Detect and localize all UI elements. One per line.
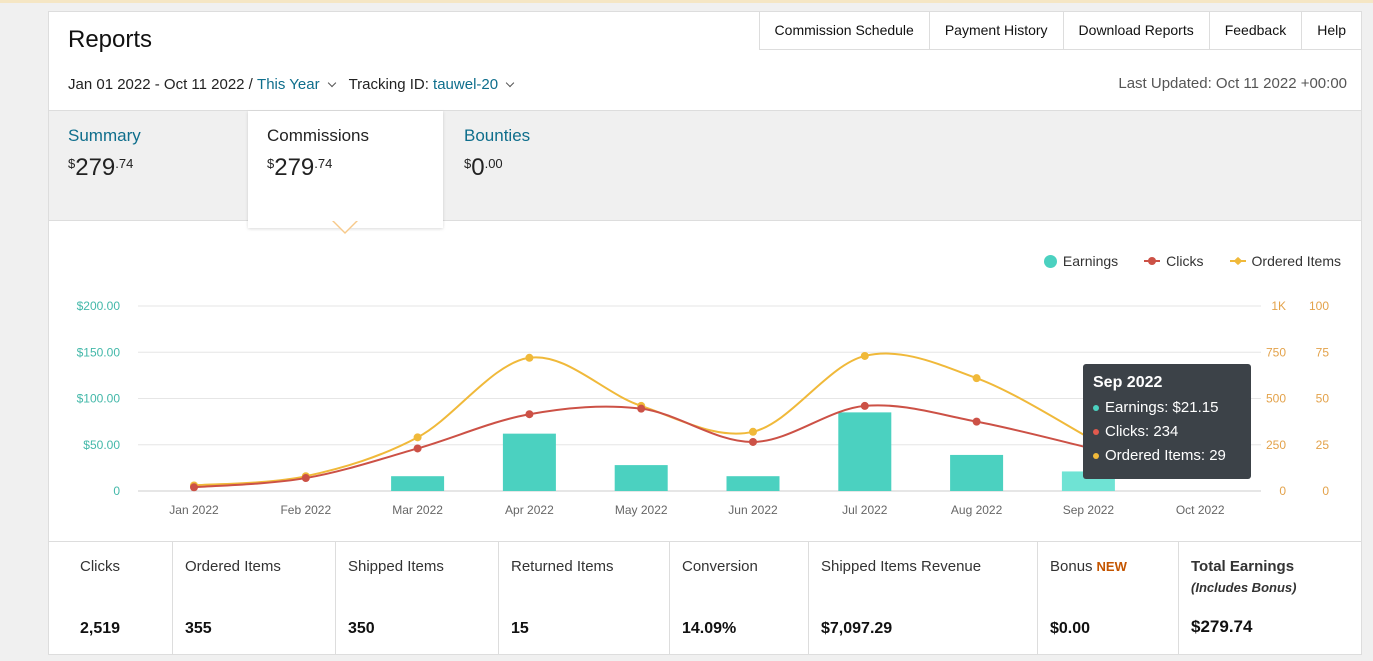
earnings-chart[interactable]: $200.00 1K 100 $150.00 750 75 $100.00 500 50 $50.…: [49, 221, 1361, 541]
ordered-items-point: [860, 351, 869, 360]
x-tick-label: Oct 2022: [1176, 503, 1225, 517]
y-right-ordered-tick-label: 100: [1309, 299, 1329, 313]
reports-panel: Reports Commission Schedule Payment Hist…: [48, 11, 1362, 655]
period-dropdown[interactable]: This Year: [257, 76, 320, 93]
tracking-id-label: Tracking ID:: [348, 76, 429, 93]
earnings-bar: [391, 476, 445, 491]
stat-returned-items: Returned Items 15: [498, 542, 669, 655]
x-tick-label: Jan 2022: [169, 503, 219, 517]
x-tick-label: Jun 2022: [728, 503, 778, 517]
feedback-button[interactable]: Feedback: [1208, 12, 1302, 49]
stat-total-earnings: Total Earnings (Includes Bonus) $279.74: [1178, 542, 1361, 655]
y-right-ordered-tick-label: 50: [1316, 392, 1330, 406]
x-tick-label: May 2022: [615, 503, 668, 517]
y-right-clicks-tick-label: 1K: [1271, 299, 1286, 313]
earnings-bar: [838, 412, 892, 491]
new-badge: NEW: [1096, 559, 1127, 574]
stat-ordered-items: Ordered Items 355: [172, 542, 335, 655]
stat-bonus: Bonus NEW $0.00: [1037, 542, 1178, 655]
y-right-clicks-tick-label: 500: [1266, 392, 1286, 406]
x-tick-label: Mar 2022: [392, 503, 443, 517]
stat-shipped-items-revenue: Shipped Items Revenue $7,097.29: [808, 542, 1037, 655]
commission-schedule-button[interactable]: Commission Schedule: [759, 12, 929, 49]
tooltip-ordered-items: Ordered Items: 29: [1093, 444, 1241, 468]
top-border: [0, 0, 1373, 3]
stat-conversion: Conversion 14.09%: [669, 542, 808, 655]
y-right-ordered-tick-label: 0: [1322, 484, 1329, 498]
y-left-tick-label: $50.00: [83, 438, 120, 452]
legend-ordered-items[interactable]: Ordered Items: [1229, 253, 1341, 269]
earnings-bar: [950, 454, 1004, 491]
clicks-point: [749, 437, 757, 446]
tab-bounties[interactable]: Bounties $0.00: [445, 111, 625, 222]
x-tick-label: Sep 2022: [1063, 503, 1115, 517]
clicks-point: [413, 444, 422, 453]
tracking-id-dropdown[interactable]: tauwel-20: [433, 76, 499, 93]
page-title: Reports: [68, 26, 153, 53]
tab-summary-amount: $279.74: [68, 154, 134, 181]
line-marker-icon: [1144, 257, 1161, 265]
line-diamond-marker-icon: [1229, 260, 1246, 262]
y-right-clicks-tick-label: 250: [1266, 438, 1286, 452]
payment-history-button[interactable]: Payment History: [928, 12, 1063, 49]
y-left-tick-label: $100.00: [77, 392, 121, 406]
chevron-down-icon[interactable]: [505, 78, 515, 87]
ordered-items-point: [413, 433, 422, 442]
stat-shipped-items: Shipped Items 350: [335, 542, 498, 655]
tab-summary-label: Summary: [68, 126, 141, 145]
earnings-bar: [502, 433, 556, 491]
tooltip-earnings: Earnings: $21.15: [1093, 396, 1241, 420]
tab-commissions-label: Commissions: [267, 126, 370, 145]
earnings-bar: [726, 476, 780, 491]
tab-commissions-amount: $279.74: [267, 154, 333, 181]
x-tick-label: Jul 2022: [842, 503, 888, 517]
tooltip-clicks: Clicks: 234: [1093, 420, 1241, 444]
download-reports-button[interactable]: Download Reports: [1062, 12, 1209, 49]
y-left-tick-label: 0: [113, 484, 120, 498]
filter-bar: Jan 01 2022 - Oct 11 2022 / This Year Tr…: [68, 76, 527, 93]
clicks-point: [637, 404, 646, 413]
chart-legend: Earnings Clicks Ordered Items: [1043, 253, 1341, 269]
chart-tooltip: Sep 2022 Earnings: $21.15 Clicks: 234 Or…: [1083, 364, 1251, 479]
clicks-point: [190, 483, 198, 492]
tab-bounties-label: Bounties: [464, 126, 531, 145]
stat-clicks: Clicks 2,519: [80, 558, 121, 637]
tab-commissions[interactable]: Commissions $279.74: [248, 111, 443, 228]
x-tick-label: Feb 2022: [280, 503, 331, 517]
y-right-clicks-tick-label: 0: [1279, 484, 1286, 498]
x-tick-label: Aug 2022: [951, 503, 1003, 517]
ordered-items-point: [525, 353, 534, 362]
last-updated-text: Last Updated: Oct 11 2022 +00:00: [1118, 75, 1347, 92]
circle-icon: [1043, 254, 1057, 268]
y-right-clicks-tick-label: 750: [1266, 345, 1286, 359]
tab-summary[interactable]: Summary $279.74: [49, 111, 248, 222]
ordered-items-point: [972, 374, 981, 383]
tab-bounties-amount: $0.00: [464, 154, 503, 181]
earnings-bar: [614, 465, 668, 491]
x-tick-label: Apr 2022: [505, 503, 554, 517]
clicks-point: [972, 417, 981, 426]
y-right-ordered-tick-label: 25: [1316, 438, 1330, 452]
chevron-down-icon[interactable]: [327, 78, 336, 87]
date-range-text: Jan 01 2022 - Oct 11 2022 /: [68, 76, 253, 93]
tooltip-title: Sep 2022: [1093, 374, 1163, 391]
clicks-point: [525, 410, 534, 419]
top-navigation: Commission Schedule Payment History Down…: [758, 12, 1361, 50]
y-left-tick-label: $200.00: [77, 299, 121, 313]
clicks-point: [301, 474, 310, 483]
active-tab-pointer-icon: [332, 220, 358, 234]
stats-row: Clicks 2,519 Ordered Items 355 Shipped Ite…: [49, 541, 1361, 655]
y-right-ordered-tick-label: 75: [1316, 345, 1330, 359]
clicks-point: [860, 401, 869, 410]
ordered-items-point: [749, 427, 757, 436]
legend-clicks[interactable]: Clicks: [1144, 253, 1204, 269]
report-tabs: Summary $279.74 Commissions $279.74 Boun…: [49, 110, 1361, 228]
legend-earnings[interactable]: Earnings: [1043, 253, 1118, 269]
y-left-tick-label: $150.00: [77, 345, 121, 359]
help-button[interactable]: Help: [1301, 12, 1361, 49]
